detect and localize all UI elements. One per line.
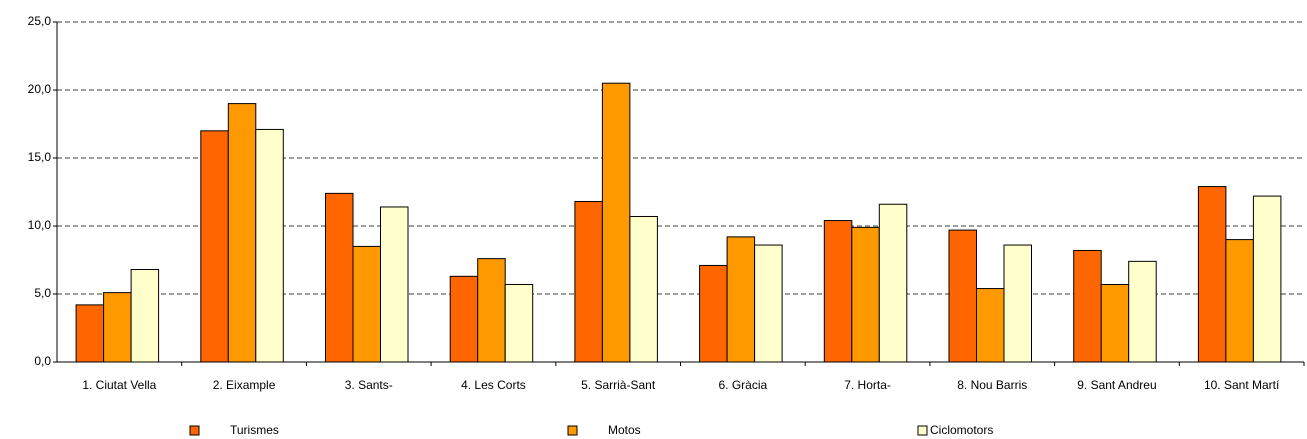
y-tick-label: 15,0: [28, 150, 52, 164]
bar: [75, 304, 105, 363]
y-tick-label: 25,0: [28, 14, 52, 28]
bar: [878, 203, 908, 363]
x-tick-label: 8. Nou Barris: [957, 378, 1027, 392]
bar: [851, 226, 880, 363]
bar: [1003, 244, 1032, 363]
bar: [699, 264, 728, 363]
legend-label: Turismes: [230, 423, 279, 437]
bar: [380, 206, 409, 363]
bar: [325, 192, 354, 363]
legend-label: Motos: [608, 423, 641, 437]
bar: [823, 220, 853, 363]
bar: [1100, 283, 1130, 363]
legend-swatch: [567, 425, 578, 436]
x-tick-label: 1. Ciutat Vella: [82, 378, 156, 392]
x-tick-label: 10. Sant Martí: [1204, 378, 1280, 392]
x-tick-label: 9. Sant Andreu: [1077, 378, 1156, 392]
x-tick-label: 2. Eixample: [213, 378, 276, 392]
bar: [352, 245, 381, 363]
x-tick-label: 3. Sants-: [345, 378, 393, 392]
x-tick-label: 6. Gràcia: [719, 378, 768, 392]
legend-swatch: [917, 425, 928, 436]
bar: [1073, 249, 1102, 363]
y-tick-label: 20,0: [28, 82, 52, 96]
bar: [255, 128, 284, 363]
bar: [574, 201, 603, 363]
bar: [726, 236, 756, 363]
bar: [629, 215, 658, 363]
bar: [754, 244, 783, 363]
bar: [1225, 239, 1254, 363]
bar: [103, 292, 132, 363]
bar: [1197, 186, 1227, 363]
bar: [200, 130, 229, 363]
bar: [477, 258, 506, 363]
bar: [1252, 195, 1282, 363]
bar: [948, 229, 977, 363]
bar: [227, 103, 257, 363]
bar: [130, 269, 160, 363]
bar: [601, 82, 631, 363]
y-tick-label: 0,0: [34, 354, 51, 368]
bar: [504, 283, 534, 363]
bar: [449, 275, 479, 363]
x-tick-label: 4. Les Corts: [461, 378, 526, 392]
legend-label: Ciclomotors: [930, 423, 993, 437]
bar: [976, 288, 1005, 363]
x-tick-label: 5. Sarrià-Sant: [581, 378, 656, 392]
y-tick-label: 5,0: [34, 286, 51, 300]
x-tick-label: 7. Horta-: [844, 378, 891, 392]
y-tick-label: 10,0: [28, 218, 52, 232]
legend-swatch: [189, 425, 200, 436]
bar: [1128, 260, 1157, 363]
